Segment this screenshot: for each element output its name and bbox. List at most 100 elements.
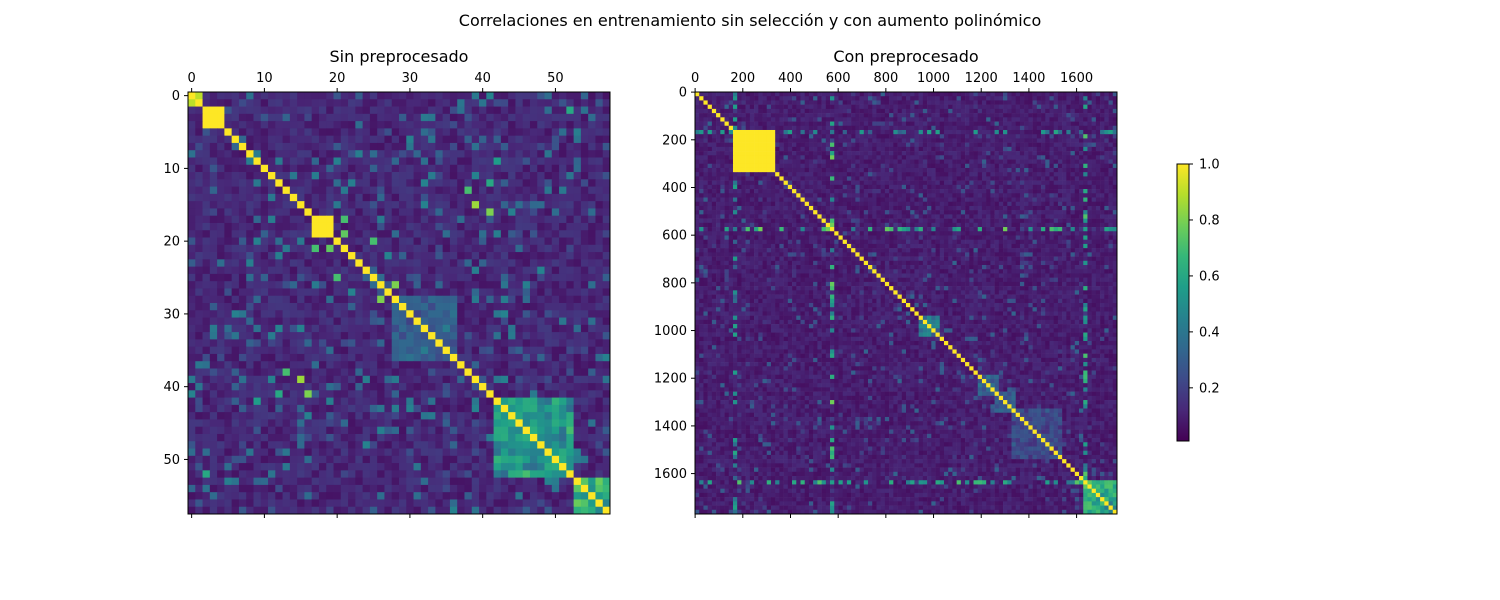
heatmap-right-cell	[716, 96, 721, 101]
heatmap-right-cell	[855, 138, 860, 143]
heatmap-left-cell	[202, 244, 211, 253]
heatmap-right-cell	[981, 138, 987, 143]
heatmap-left-cell	[399, 99, 407, 107]
heatmap-right-cell	[893, 92, 898, 97]
heatmap-right-cell	[876, 96, 881, 101]
heatmap-right-cell	[922, 104, 928, 110]
heatmap-left-cell	[406, 332, 414, 340]
heatmap-right-cell	[981, 92, 987, 97]
heatmap-left-cell	[217, 404, 225, 413]
heatmap-left-cell	[195, 426, 203, 435]
heatmap-left-cell	[508, 339, 516, 348]
heatmap-left-cell	[209, 383, 218, 391]
heatmap-right-cell	[901, 151, 907, 156]
heatmap-right-cell	[711, 121, 717, 127]
heatmap-left-cell	[202, 215, 211, 224]
heatmap-left-cell	[282, 208, 291, 217]
heatmap-left-cell	[384, 339, 393, 348]
heatmap-left-cell	[486, 92, 494, 100]
heatmap-left-cell	[420, 441, 429, 449]
heatmap-left-cell	[326, 92, 334, 100]
heatmap-left-cell	[500, 201, 509, 209]
heatmap-left-cell	[508, 259, 516, 268]
heatmap-right-cell	[973, 104, 979, 110]
heatmap-right-cell	[783, 121, 789, 127]
heatmap-left-cell	[420, 368, 429, 377]
heatmap-right-cell	[1007, 117, 1012, 122]
heatmap-left-cell	[399, 193, 407, 202]
heatmap-left-cell	[304, 128, 313, 137]
heatmap-left-cell	[246, 361, 254, 369]
heatmap-left-cell	[355, 172, 364, 180]
heatmap-right-cell	[863, 146, 869, 152]
heatmap-left-cell	[311, 361, 320, 369]
heatmap-right-cell	[804, 121, 810, 127]
heatmap-left-cell	[260, 346, 269, 355]
heatmap-left-cell	[391, 135, 400, 144]
heatmap-left-cell	[311, 419, 320, 428]
heatmap-left-cell	[195, 419, 203, 428]
heatmap-left-cell	[333, 288, 342, 297]
heatmap-left-cell	[362, 288, 371, 297]
heatmap-right-cell	[880, 96, 886, 101]
heatmap-left-cell	[311, 303, 320, 311]
heatmap-left-cell	[559, 317, 567, 326]
heatmap-left-cell	[479, 106, 487, 115]
heatmap-right-cell	[939, 155, 945, 160]
heatmap-left-cell	[399, 470, 407, 479]
heatmap-left-cell	[508, 303, 516, 311]
heatmap-right-cell	[1036, 113, 1042, 118]
heatmap-right-cell	[711, 134, 717, 139]
heatmap-right-cell	[960, 108, 966, 114]
heatmap-left-cell	[217, 368, 225, 377]
heatmap-left-cell	[413, 164, 422, 173]
heatmap-left-cell	[253, 281, 262, 289]
heatmap-left-cell	[238, 441, 247, 449]
heatmap-left-cell	[464, 390, 473, 398]
heatmap-right-cell	[1074, 151, 1080, 156]
heatmap-left-cell	[588, 404, 596, 413]
heatmap-left-cell	[202, 332, 211, 340]
heatmap-left-cell	[238, 135, 247, 144]
heatmap-right-cell	[918, 142, 924, 148]
heatmap-right-cell	[965, 104, 970, 110]
heatmap-left-cell	[529, 310, 538, 318]
heatmap-right-cell	[918, 100, 924, 105]
heatmap-left-cell	[384, 383, 393, 391]
heatmap-right-cell	[804, 92, 810, 97]
heatmap-right-cell	[965, 96, 970, 101]
heatmap-right-cell	[720, 134, 725, 139]
heatmap-left-cell	[522, 106, 531, 115]
heatmap-right-cell	[1028, 108, 1033, 114]
heatmap-left-cell	[355, 339, 364, 348]
heatmap-left-cell	[202, 492, 211, 500]
heatmap-left-cell	[326, 397, 334, 406]
heatmap-left-cell	[282, 477, 291, 486]
heatmap-right-cell	[1019, 100, 1025, 105]
heatmap-left-cell	[551, 433, 560, 442]
heatmap-right-cell	[1057, 138, 1063, 143]
heatmap-right-cell	[884, 146, 890, 152]
heatmap-left-cell	[508, 266, 516, 275]
heatmap-right-cell	[897, 138, 903, 143]
heatmap-left-cell	[253, 157, 262, 166]
heatmap-right-cell	[728, 146, 734, 152]
heatmap-left-cell	[602, 215, 611, 224]
heatmap-right-cell	[842, 142, 848, 148]
heatmap-right-cell	[720, 113, 725, 118]
heatmap-left-cell	[217, 492, 225, 500]
heatmap-left-cell	[384, 157, 393, 166]
heatmap-right-cell	[707, 108, 713, 114]
heatmap-left-cell	[588, 463, 596, 471]
heatmap-right-cell	[775, 146, 780, 152]
heatmap-left-cell	[268, 375, 276, 384]
heatmap-right-cell	[998, 155, 1004, 160]
heatmap-left-cell	[413, 99, 422, 107]
heatmap-left-cell	[318, 419, 327, 428]
heatmap-left-cell	[442, 295, 451, 304]
heatmap-left-cell	[449, 252, 458, 260]
heatmap-left-cell	[413, 470, 422, 479]
heatmap-right-cell	[977, 125, 983, 131]
heatmap-left-cell	[500, 463, 509, 471]
heatmap-left-cell	[399, 230, 407, 238]
